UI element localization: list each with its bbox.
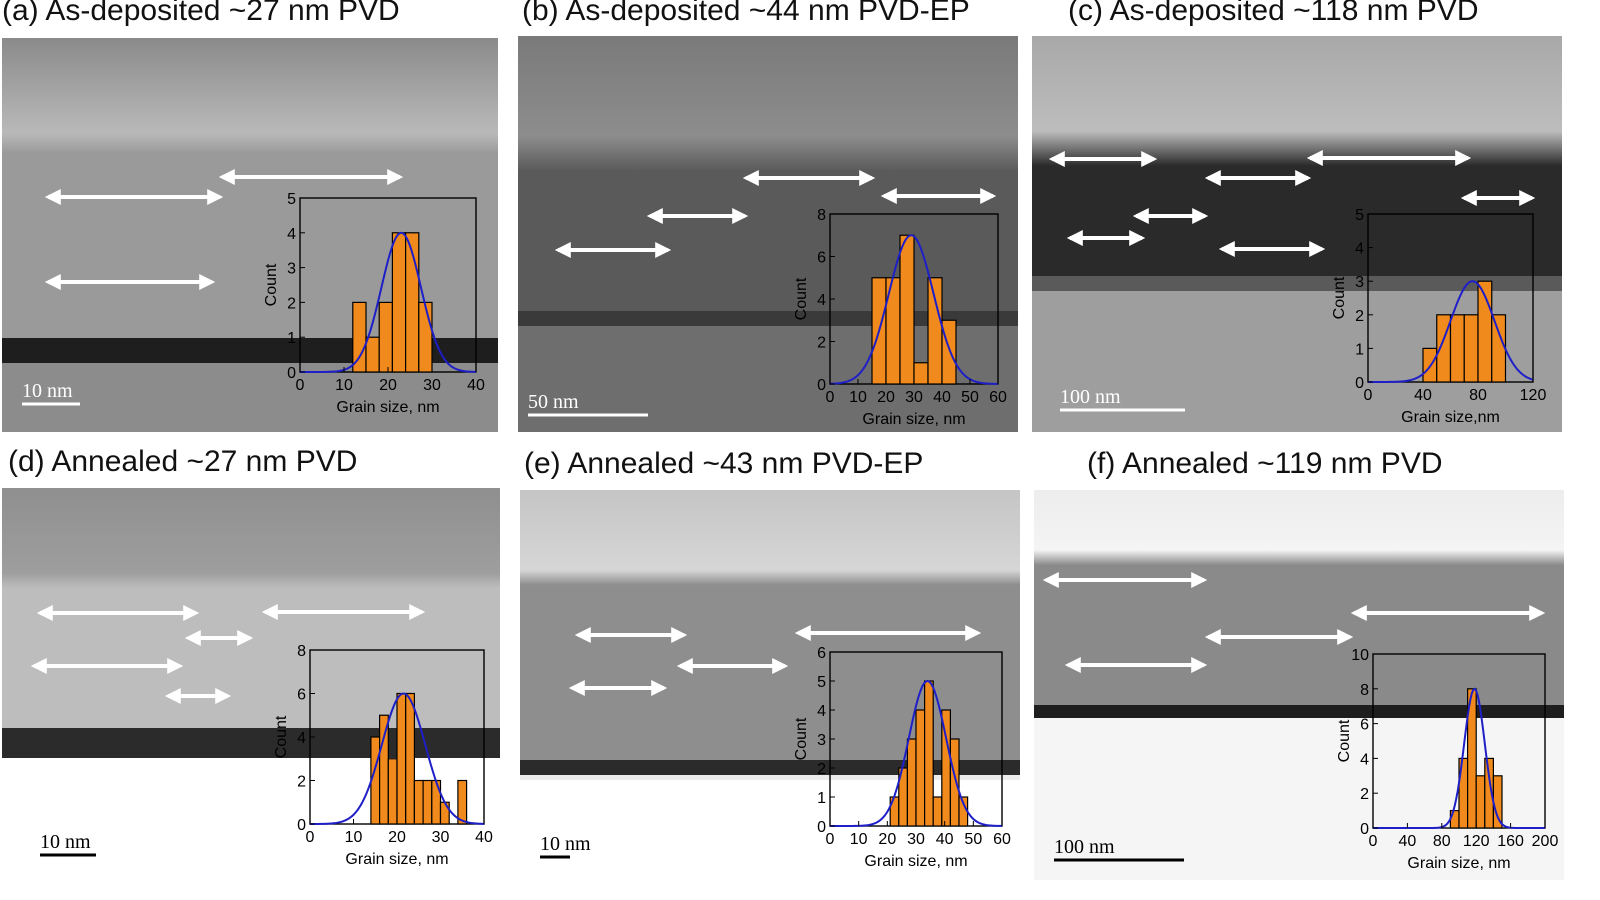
panel-title-f: (f) Annealed ~119 nm PVD (1087, 447, 1443, 480)
x-tick-label: 10 (850, 831, 868, 848)
panel-title-c: (c) As-deposited ~118 nm PVD (1068, 0, 1479, 27)
histogram-bar (387, 758, 398, 825)
y-tick-label: 1 (817, 790, 826, 807)
histogram-bar (431, 779, 442, 825)
panel-title-b: (b) As-deposited ~44 nm PVD-EP (522, 0, 970, 27)
tem-micrograph-b (518, 36, 1018, 432)
x-tick-label: 10 (345, 829, 363, 846)
x-axis-label: Grain size, nm (864, 853, 967, 870)
tem-micrograph-a (2, 38, 498, 432)
y-tick-label: 2 (297, 774, 306, 791)
tem-micrograph-d (2, 488, 500, 760)
tem-micrograph-c (1032, 36, 1562, 432)
x-tick-label: 40 (936, 831, 954, 848)
histogram-bar (932, 796, 943, 827)
histogram-bar (439, 801, 450, 825)
histogram-bar (889, 796, 900, 827)
x-tick-label: 0 (306, 829, 315, 846)
panel-title-d: (d) Annealed ~27 nm PVD (8, 445, 358, 478)
x-tick-label: 30 (907, 831, 925, 848)
scale-bar-label: 10 nm (40, 831, 91, 853)
x-tick-label: 30 (432, 829, 450, 846)
x-tick-label: 20 (388, 829, 406, 846)
histogram-bar (422, 779, 433, 825)
tem-micrograph-e (520, 490, 1020, 780)
x-tick-label: 60 (993, 831, 1011, 848)
x-axis-label: Grain size, nm (345, 851, 448, 868)
x-tick-label: 0 (826, 831, 835, 848)
scale-bar-label: 10 nm (540, 833, 591, 855)
histogram-bar (958, 796, 969, 827)
panel-title-a: (a) As-deposited ~27 nm PVD (2, 0, 400, 27)
x-tick-label: 40 (475, 829, 493, 846)
panel-title-e: (e) Annealed ~43 nm PVD-EP (524, 447, 924, 480)
y-tick-label: 0 (817, 819, 826, 836)
histogram-bar (457, 779, 468, 825)
tem-micrograph-f (1034, 490, 1564, 880)
y-tick-label: 0 (297, 817, 306, 834)
histogram-bar (413, 779, 424, 825)
x-tick-label: 20 (878, 831, 896, 848)
x-tick-label: 50 (964, 831, 982, 848)
